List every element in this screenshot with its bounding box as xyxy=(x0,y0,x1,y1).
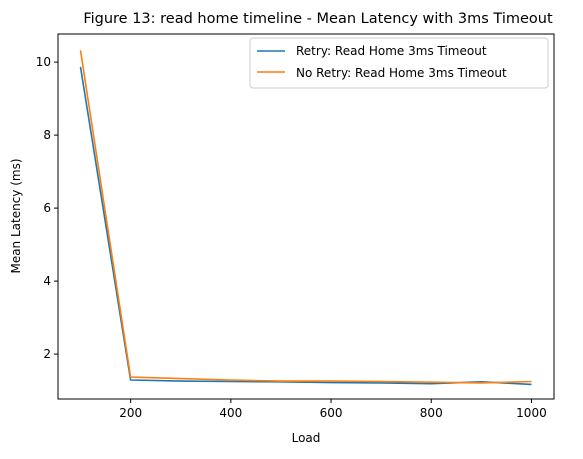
legend-label-no-retry: No Retry: Read Home 3ms Timeout xyxy=(296,66,507,80)
x-tick-label: 1000 xyxy=(516,406,547,420)
y-tick-label: 6 xyxy=(43,201,51,215)
x-axis-label: Load xyxy=(292,431,321,445)
y-tick-label: 2 xyxy=(43,347,51,361)
series-line-no-retry xyxy=(79,50,532,384)
legend: Retry: Read Home 3ms Timeout No Retry: R… xyxy=(249,37,549,89)
y-tick-label: 8 xyxy=(43,128,51,142)
legend-box xyxy=(249,37,549,89)
x-tick-label: 600 xyxy=(320,406,343,420)
y-axis-label: Mean Latency (ms) xyxy=(9,158,23,273)
y-tick-label: 10 xyxy=(36,55,51,69)
x-tick-label: 400 xyxy=(219,406,242,420)
y-tick-label: 4 xyxy=(43,274,51,288)
axis-ticks: 200 400 600 800 1000 2 4 6 8 10 xyxy=(36,55,547,420)
chart-title: Figure 13: read home timeline - Mean Lat… xyxy=(83,11,553,27)
plot-area xyxy=(57,33,555,400)
x-tick-label: 800 xyxy=(420,406,443,420)
legend-label-retry: Retry: Read Home 3ms Timeout xyxy=(296,44,487,58)
x-tick-label: 200 xyxy=(119,406,142,420)
series-lines xyxy=(79,50,532,386)
